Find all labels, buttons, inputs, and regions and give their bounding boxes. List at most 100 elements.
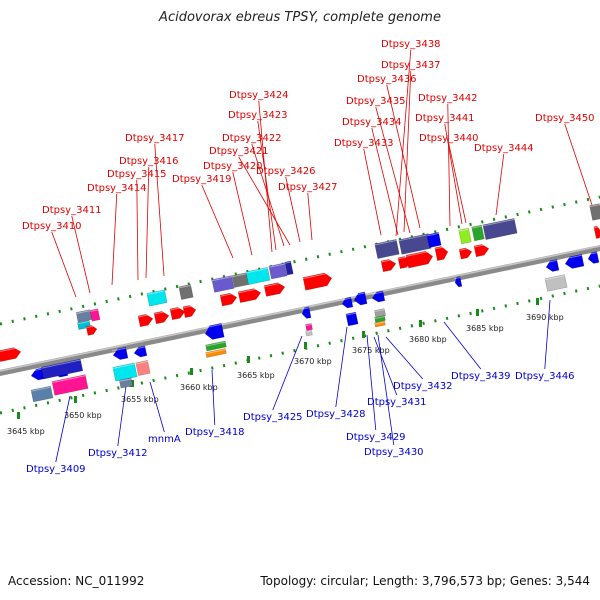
gene-label-bottom: Dtpsy_3430 [364,447,424,458]
lower-track-dots [0,284,600,415]
genome-backbone-highlight [0,245,600,372]
gene-block [118,377,134,389]
gene-label-bottom: Dtpsy_3425 [243,412,303,423]
gene-label-top: Dtpsy_3436 [357,74,417,85]
leader-line [495,153,505,216]
gene-block [205,340,227,352]
upper-track-dots [0,195,600,326]
gene-label-top: Dtpsy_3424 [229,90,289,101]
gene-label-bottom: Dtpsy_3432 [393,381,453,392]
gene-label-top: Dtpsy_3419 [172,174,232,185]
gene-label-top: Dtpsy_3440 [419,133,479,144]
gene-block [305,329,313,337]
gene-block [374,315,386,323]
tick-mark [304,342,307,349]
leader-line [564,123,593,206]
leader-line [366,334,377,431]
accession-text: Accession: NC_011992 [8,574,145,588]
tick-label: 3665 kbp [237,371,275,380]
gene-block [589,203,600,221]
leader-line [149,381,165,433]
gene-forward-arrow [593,225,600,239]
gene-forward-arrow [434,245,449,261]
leader-line [363,148,382,236]
leader-line [373,336,398,396]
gene-label-top: Dtpsy_3426 [256,166,316,177]
gene-forward-arrow [169,306,186,321]
gene-label-bottom: Dtpsy_3412 [88,448,148,459]
gene-label-top: Dtpsy_3423 [228,110,288,121]
leader-line [136,179,139,281]
tick-mark [247,356,250,363]
gene-block [374,308,386,318]
gene-reverse-arrow [301,306,312,319]
leader-line [211,369,216,426]
gene-label-top: Dtpsy_3422 [222,133,282,144]
gene-block [112,362,138,382]
gene-block [146,289,168,307]
gene-label-bottom: Dtpsy_3446 [515,371,575,382]
gene-label-top: Dtpsy_3411 [42,205,102,216]
gene-block [398,233,432,255]
tick-label: 3675 kbp [352,346,390,355]
gene-label-top: Dtpsy_3415 [107,169,167,180]
gene-block [245,267,271,285]
leader-line [544,299,551,370]
gene-reverse-arrow [112,346,129,360]
gene-block [426,232,442,248]
gene-forward-arrow [0,346,22,362]
genome-backbone [0,244,600,377]
leader-line [55,395,71,463]
gene-forward-arrow [85,325,98,336]
gene-label-bottom: Dtpsy_3428 [306,409,366,420]
leader-line [201,184,234,259]
gene-label-bottom: Dtpsy_3429 [346,432,406,443]
leader-line [307,192,313,241]
gene-label-top: Dtpsy_3433 [334,138,394,149]
tick-label: 3670 kbp [294,357,332,366]
gene-label-top: Dtpsy_3420 [203,161,263,172]
gene-label-bottom: Dtpsy_3431 [367,397,427,408]
gene-label-top: Dtpsy_3417 [125,133,185,144]
tick-mark [476,309,479,316]
gene-block [374,239,400,259]
genome-stats-text: Topology: circular; Length: 3,796,573 bp… [260,574,590,588]
gene-forward-arrow [405,250,434,269]
leader-line [335,326,348,408]
tick-mark [536,298,539,305]
gene-block [471,224,485,242]
label-leader-lines [51,49,593,463]
leader-line [385,336,424,380]
leader-line [117,385,127,447]
leader-line [377,334,395,446]
leader-line [386,84,421,229]
gene-reverse-arrow [545,259,560,272]
tick-mark [419,320,422,327]
gene-reverse-arrow [454,276,463,288]
gene-block [135,360,151,376]
leader-line [371,127,399,236]
gene-block [40,358,84,380]
gene-label-top: Dtpsy_3434 [342,117,402,128]
gene-forward-arrow [380,258,397,273]
leader-line [447,103,451,227]
gene-reverse-arrow [203,322,225,340]
gene-label-top: Dtpsy_3450 [535,113,595,124]
gene-block [75,309,93,323]
tick-label: 3655 kbp [121,395,159,404]
tick-label: 3680 kbp [409,335,447,344]
leader-line [51,231,77,298]
tick-mark [362,331,365,338]
gene-forward-arrow [153,310,170,325]
gene-label-top: Dtpsy_3410 [22,221,82,232]
tick-mark [190,368,193,375]
gene-label-bottom: Dtpsy_3409 [26,464,86,475]
leader-line [403,70,412,233]
gene-reverse-arrow [587,251,600,264]
tick-mark [17,412,20,419]
gene-block [482,218,518,240]
tick-label: 3645 kbp [7,427,45,436]
tick-mark [131,380,134,387]
leader-line [272,335,303,411]
